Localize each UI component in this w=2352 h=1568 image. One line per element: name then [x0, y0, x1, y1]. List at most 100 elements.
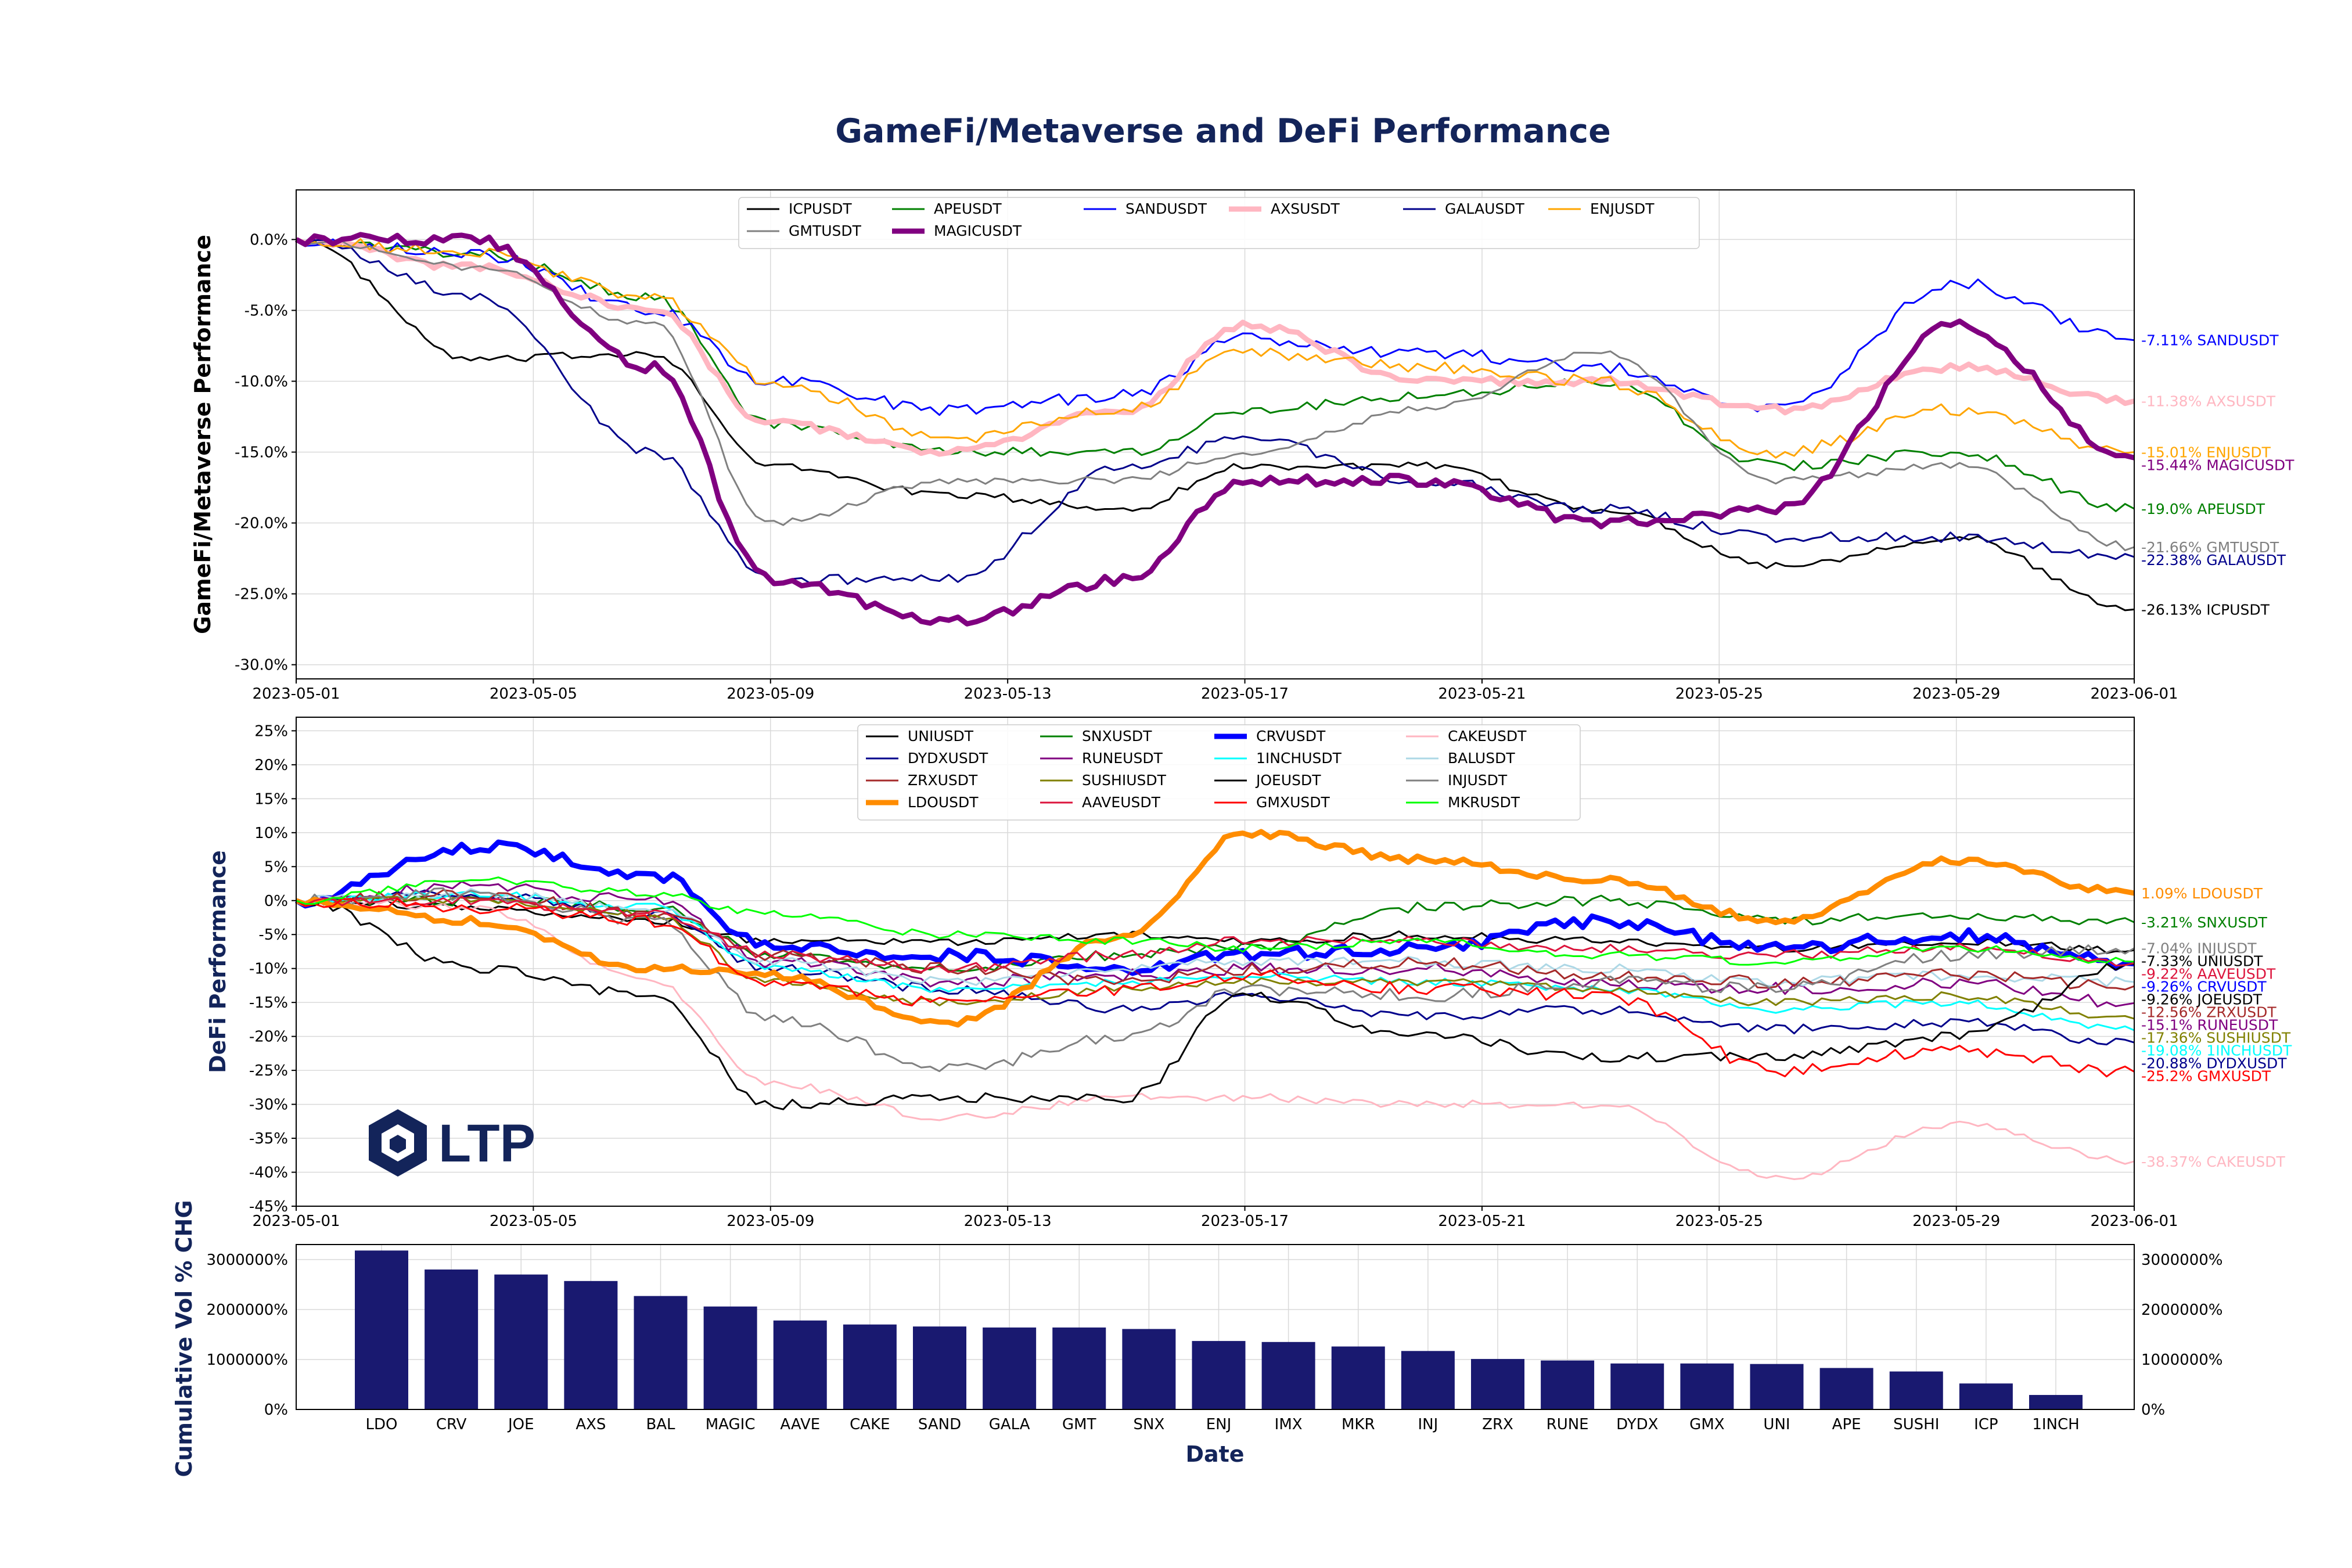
- volume-ticks: 0% 0% 1000000% 1000000% 2000000% 2000000% 3000…: [207, 1251, 2223, 1433]
- defi-series-group: [294, 829, 2135, 1180]
- y-tick-label-right: 2000000%: [2141, 1301, 2223, 1319]
- bar-inj: [1401, 1351, 1455, 1409]
- y-tick-label: 0%: [264, 893, 288, 910]
- bar-gmx: [1680, 1363, 1734, 1409]
- x-tick-label-mkr: MKR: [1342, 1416, 1375, 1433]
- y-tick-label: 20%: [254, 757, 288, 774]
- x-tick-label-1inch: 1INCH: [2032, 1416, 2079, 1433]
- bar-bal: [634, 1296, 688, 1409]
- y-tick-label-left: 1000000%: [207, 1351, 289, 1369]
- x-tick-label-sushi: SUSHI: [1893, 1416, 1939, 1433]
- x-tick-label-magic: MAGIC: [706, 1416, 756, 1433]
- y-tick-label: -30%: [249, 1096, 288, 1114]
- y-tick-label-left: 3000000%: [207, 1251, 289, 1269]
- y-tick-label: -20%: [249, 1028, 288, 1046]
- legend-label-runeusdt: RUNEUSDT: [1082, 750, 1163, 767]
- logo-hexagon-accent: [390, 1135, 406, 1153]
- y-tick-label: -45%: [249, 1198, 288, 1215]
- x-tick-label: 2023-06-01: [2090, 685, 2178, 703]
- x-tick-label: 2023-05-21: [1438, 685, 1526, 703]
- y-tick-label: 10%: [254, 825, 288, 842]
- y-tick-label: -5%: [258, 926, 288, 944]
- bar-gala: [983, 1327, 1037, 1409]
- end-label-cakeusdt: -38.37% CAKEUSDT: [2141, 1153, 2285, 1170]
- logo-text: LTP: [438, 1114, 535, 1173]
- legend-label-enjusdt: ENJUSDT: [1590, 200, 1655, 217]
- x-tick-label-crv: CRV: [436, 1416, 467, 1433]
- legend-label-galausdt: GALAUSDT: [1445, 200, 1524, 217]
- gamefi-legend: ICPUSDT APEUSDT SANDUSDT AXSUSDT GALAUSDT ENJ…: [738, 197, 1700, 249]
- bar-1inch: [2029, 1395, 2083, 1409]
- volume-axes-frame: [296, 1244, 2135, 1410]
- x-tick-label-gmt: GMT: [1062, 1416, 1096, 1433]
- x-tick-label-axs: AXS: [576, 1416, 606, 1433]
- defi-end-labels: 1.09% LDOUSDT -3.21% SNXUSDT -7.04% INJUSD…: [2141, 885, 2292, 1170]
- y-tick-label: -20.0%: [235, 515, 288, 533]
- x-tick-label-snx: SNX: [1133, 1416, 1164, 1433]
- series-line-aaveusdt: [296, 895, 2135, 973]
- bar-magic: [703, 1306, 757, 1409]
- x-tick-label: 2023-05-05: [490, 1213, 577, 1230]
- end-label-ldousdt: 1.09% LDOUSDT: [2141, 885, 2263, 902]
- x-tick-label: 2023-05-13: [964, 685, 1052, 703]
- y-tick-label: -30.0%: [235, 657, 288, 674]
- bar-icp: [1959, 1383, 2013, 1409]
- legend-label-injusdt: INJUSDT: [1448, 772, 1508, 789]
- defi-ticks: 2023-05-01 2023-05-05 2023-05-09 2023-05-13…: [249, 722, 2178, 1230]
- volume-x-axis-label: Date: [1185, 1441, 1244, 1467]
- legend-label-cakeusdt: CAKEUSDT: [1448, 728, 1527, 745]
- end-label-gmtusdt: -21.66% GMTUSDT: [2141, 539, 2279, 556]
- end-label-sushiusdt: -17.36% SUSHIUSDT: [2141, 1030, 2291, 1046]
- x-tick-label: 2023-05-09: [727, 1213, 814, 1230]
- x-tick-label: 2023-05-17: [1201, 685, 1289, 703]
- x-tick-label-icp: ICP: [1974, 1416, 1998, 1433]
- legend-label-gmtusdt: GMTUSDT: [789, 222, 862, 239]
- defi-y-axis-label: DeFi Performance: [205, 850, 231, 1073]
- bar-sand: [913, 1326, 966, 1409]
- legend-label-snxusdt: SNXUSDT: [1082, 728, 1152, 745]
- bar-joe: [494, 1274, 548, 1409]
- gamefi-y-axis-label: GameFi/Metaverse Performance: [190, 235, 215, 634]
- x-tick-label-bal: BAL: [646, 1416, 675, 1433]
- bar-dydx: [1610, 1363, 1664, 1409]
- y-tick-label-left: 0%: [264, 1401, 288, 1419]
- end-label-magicusdt: -15.44% MAGICUSDT: [2141, 457, 2295, 474]
- x-tick-label-inj: INJ: [1418, 1416, 1438, 1433]
- bar-crv: [425, 1269, 479, 1409]
- x-tick-label: 2023-05-21: [1438, 1213, 1526, 1230]
- bar-mkr: [1331, 1346, 1385, 1409]
- ltp-logo: LTP: [369, 1109, 535, 1177]
- legend-label-balusdt: BALUSDT: [1448, 750, 1515, 767]
- legend-label-1inchusdt: 1INCHUSDT: [1256, 750, 1342, 767]
- y-tick-label-right: 0%: [2141, 1401, 2165, 1419]
- legend-label-aaveusdt: AAVEUSDT: [1082, 794, 1161, 811]
- series-line-balusdt: [296, 888, 2135, 987]
- end-label-axsusdt: -11.38% AXSUSDT: [2141, 393, 2276, 410]
- gamefi-axes-frame: [296, 189, 2135, 679]
- legend-box: [857, 724, 1581, 821]
- volume-bars: [355, 1250, 2083, 1409]
- x-tick-label-ape: APE: [1832, 1416, 1861, 1433]
- x-tick-label-aave: AAVE: [780, 1416, 820, 1433]
- y-tick-label: -15%: [249, 994, 288, 1012]
- y-tick-label: 0.0%: [250, 231, 288, 249]
- series-line-enjusdt: [296, 238, 2135, 459]
- y-tick-label-left: 2000000%: [207, 1301, 289, 1319]
- defi-legend: UNIUSDT SNXUSDT CRVUSDT CAKEUSDT DYDXUSDT RUN…: [857, 724, 1581, 821]
- gamefi-ticks: 2023-05-01 2023-05-05 2023-05-09 2023-05-13…: [235, 231, 2178, 703]
- y-tick-label: -5.0%: [244, 302, 288, 319]
- x-tick-label-ldo: LDO: [366, 1416, 398, 1433]
- gamefi-panel: 2023-05-01 2023-05-05 2023-05-09 2023-05-13…: [190, 189, 2295, 703]
- legend-label-sushiusdt: SUSHIUSDT: [1082, 772, 1167, 789]
- legend-label-uniusdt: UNIUSDT: [908, 728, 974, 745]
- bar-cake: [843, 1324, 897, 1409]
- end-label-uniusdt: -7.33% UNIUSDT: [2141, 953, 2263, 970]
- chart-title: GameFi/Metaverse and DeFi Performance: [835, 112, 1611, 150]
- series-line-joeusdt: [296, 900, 2135, 1110]
- x-tick-label-rune: RUNE: [1547, 1416, 1589, 1433]
- x-tick-label: 2023-06-01: [2090, 1213, 2178, 1230]
- legend-label-zrxusdt: ZRXUSDT: [908, 772, 978, 789]
- end-label-galausdt: -22.38% GALAUSDT: [2141, 552, 2286, 569]
- gamefi-series-group: [294, 232, 2135, 627]
- legend-label-gmxusdt: GMXUSDT: [1256, 794, 1330, 811]
